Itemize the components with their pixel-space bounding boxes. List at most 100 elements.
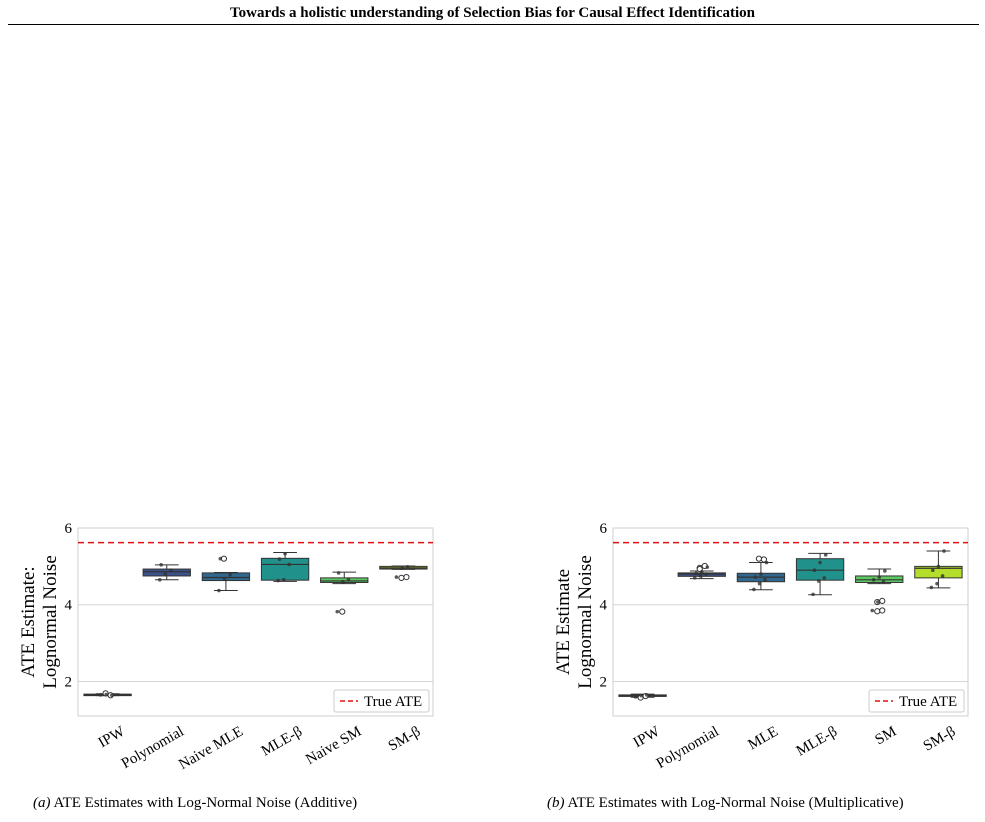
data-point: [394, 575, 399, 579]
data-point: [942, 549, 946, 553]
data-point: [753, 575, 758, 579]
data-point: [936, 564, 941, 569]
y-tick-label: 4: [65, 598, 73, 614]
box-body: [142, 568, 191, 577]
data-point: [692, 576, 697, 580]
outlier-point: [879, 607, 886, 614]
page-header: Towards a holistic understanding of Sele…: [0, 0, 985, 27]
x-tick-label: MLE: [745, 724, 780, 754]
data-point: [871, 577, 876, 582]
figure-a-caption-label: (a): [33, 795, 51, 811]
box-mle: [736, 555, 786, 592]
data-point: [877, 575, 882, 579]
y-axis-label-line: Lognormal Noise: [575, 555, 596, 689]
data-point: [818, 560, 822, 565]
data-point: [405, 564, 410, 569]
data-point: [704, 572, 708, 576]
data-point: [218, 556, 223, 561]
data-point: [764, 560, 769, 565]
y-tick-label: 6: [65, 521, 73, 537]
data-point: [816, 579, 821, 583]
data-point: [336, 571, 341, 575]
figure-a-box-plot: 2 4 6 ATE Estimate: Lognormal Noise IPWPolyno…: [18, 521, 434, 770]
data-point: [698, 574, 703, 578]
y-axis-label-line: ATE Estimate:: [18, 566, 39, 677]
figure-b-caption: (b) ATE Estimates with Log-Normal Noise …: [547, 795, 904, 812]
box-mle-: [260, 551, 310, 583]
data-point: [935, 581, 939, 586]
data-point: [705, 565, 710, 569]
plot-frame: [612, 527, 969, 717]
box-naive-sm: [320, 571, 369, 615]
data-point: [876, 600, 880, 604]
y-tick-label: 6: [600, 521, 608, 537]
figure-b-caption-label: (b): [547, 795, 565, 811]
data-point: [823, 553, 828, 557]
y-axis-label-line: ATE Estimate: [553, 569, 574, 675]
data-point: [98, 693, 103, 697]
outlier-point: [339, 608, 346, 615]
outlier-point: [760, 556, 768, 563]
data-point: [635, 694, 639, 698]
data-point: [346, 577, 351, 582]
data-point: [757, 581, 762, 586]
x-tick-label: MLE-β: [259, 724, 305, 760]
box-sm-: [914, 549, 963, 590]
x-tick-label: IPW: [631, 723, 664, 751]
box-polynomial: [142, 563, 191, 582]
box-sm: [855, 568, 904, 615]
box-mle-: [795, 552, 845, 597]
data-point: [763, 577, 767, 582]
data-point: [335, 609, 340, 614]
x-tick-label: SM-β: [921, 724, 959, 755]
legend-label: True ATE: [899, 694, 957, 710]
outlier-point: [403, 574, 410, 581]
x-tick-label: MLE-β: [794, 724, 840, 760]
data-point: [940, 574, 945, 578]
x-tick-label: Naive MLE: [176, 724, 246, 770]
figure-b-caption-text: ATE Estimates with Log-Normal Noise (Mul…: [567, 795, 904, 811]
data-point: [159, 563, 163, 567]
data-point: [812, 568, 817, 573]
data-point: [109, 693, 114, 698]
data-point: [228, 573, 232, 577]
data-point: [283, 551, 287, 556]
legend-label: True ATE: [364, 694, 422, 710]
legend-box: [868, 689, 965, 713]
y-tick-label: 2: [65, 674, 73, 690]
figure-a-caption: (a) ATE Estimates with Log-Normal Noise …: [33, 795, 357, 812]
y-tick-label: 4: [600, 598, 608, 614]
plot-frame: [77, 527, 434, 717]
data-point: [169, 568, 173, 573]
x-tick-label: Polynomial: [119, 724, 187, 770]
data-point: [644, 693, 649, 697]
data-point: [281, 577, 286, 582]
box-sm-: [379, 564, 428, 581]
data-point: [931, 568, 935, 573]
header-rule: [8, 24, 979, 25]
data-point: [870, 608, 875, 613]
legend-box: [333, 689, 430, 713]
x-tick-label: SM: [872, 724, 899, 749]
data-point: [883, 569, 887, 573]
paper-title: Towards a holistic understanding of Sele…: [229, 5, 756, 21]
x-tick-label: Naive SM: [303, 724, 364, 768]
y-axis-label-line: Lognormal Noise: [40, 555, 61, 689]
data-point: [759, 572, 763, 576]
outlier-point: [755, 555, 763, 562]
outlier-point: [874, 608, 881, 615]
y-tick-label: 2: [600, 674, 608, 690]
data-point: [222, 576, 227, 581]
data-point: [276, 578, 280, 583]
box-ipw: [83, 690, 132, 699]
outlier-point: [398, 574, 405, 581]
outlier-point: [879, 597, 886, 604]
data-point: [699, 569, 704, 574]
data-point: [822, 576, 827, 580]
data-point: [277, 557, 282, 561]
data-point: [811, 592, 815, 597]
data-point: [400, 566, 404, 571]
box-body: [260, 557, 310, 581]
data-point: [752, 587, 756, 592]
data-point: [639, 693, 643, 698]
